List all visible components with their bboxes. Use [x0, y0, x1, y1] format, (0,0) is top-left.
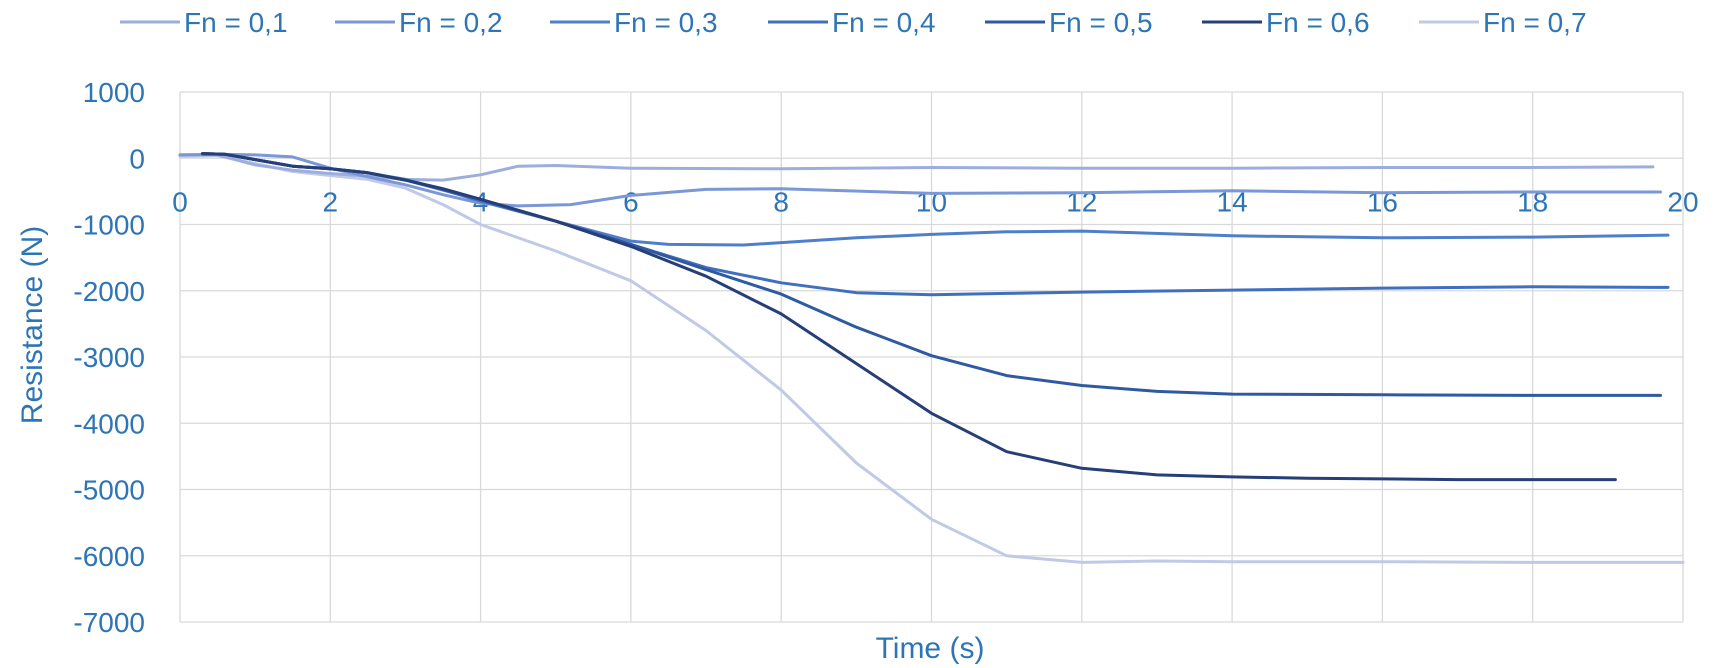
x-tick-label: 20 [1667, 186, 1698, 217]
x-tick-label: 16 [1367, 186, 1398, 217]
x-tick-label: 12 [1066, 186, 1097, 217]
legend-entry-label: Fn = 0,5 [1049, 7, 1153, 38]
legend-entry-label: Fn = 0,4 [832, 7, 936, 38]
series-line-2 [178, 152, 1662, 208]
y-tick-label: 0 [129, 143, 145, 174]
legend-entry-label: Fn = 0,3 [614, 7, 718, 38]
series-line-1 [178, 153, 1655, 182]
series-line-7 [178, 154, 1685, 564]
y-tick-label: -3000 [73, 342, 145, 373]
legend-entry-label: Fn = 0,7 [1483, 7, 1587, 38]
legend-entry-label: Fn = 0,2 [399, 7, 503, 38]
y-tick-label: -7000 [73, 607, 145, 638]
x-tick-label: 2 [323, 186, 339, 217]
series-lines [178, 152, 1685, 564]
y-tick-label: -2000 [73, 276, 145, 307]
y-tick-labels: 1000 0 -1000 -2000 -3000 -4000 -5000 -6000 -7000 [73, 77, 145, 638]
y-tick-label: -4000 [73, 408, 145, 439]
legend-entry-label: Fn = 0,6 [1266, 7, 1370, 38]
y-tick-label: 1000 [83, 77, 145, 108]
x-tick-label: 8 [773, 186, 789, 217]
legend: Fn = 0,1 Fn = 0,2 Fn = 0,3 Fn = 0,4 Fn = 0,5… [120, 7, 1587, 38]
y-axis-title: Resistance (N) [16, 226, 49, 424]
y-tick-label: -6000 [73, 541, 145, 572]
x-tick-label: 0 [172, 186, 188, 217]
series-line-6 [201, 152, 1617, 482]
legend-entry-label: Fn = 0,1 [184, 7, 288, 38]
y-tick-label: -5000 [73, 475, 145, 506]
x-tick-label: 10 [916, 186, 947, 217]
x-tick-label: 6 [623, 186, 639, 217]
x-axis-title: Time (s) [876, 632, 985, 665]
y-tick-label: -1000 [73, 210, 145, 241]
